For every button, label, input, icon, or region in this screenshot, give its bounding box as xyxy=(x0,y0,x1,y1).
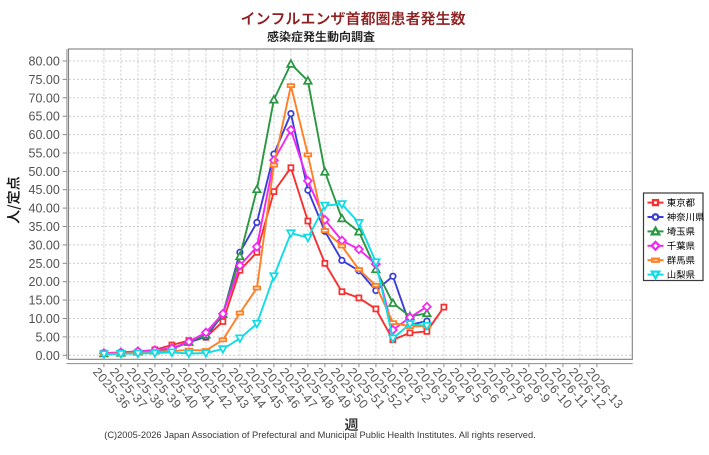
svg-text:80.00: 80.00 xyxy=(29,55,60,69)
svg-text:40.00: 40.00 xyxy=(29,202,60,216)
svg-text:25.00: 25.00 xyxy=(29,257,60,271)
svg-text:0.00: 0.00 xyxy=(35,349,59,363)
svg-text:55.00: 55.00 xyxy=(29,147,60,161)
svg-text:65.00: 65.00 xyxy=(29,110,60,124)
svg-text:70.00: 70.00 xyxy=(29,91,60,105)
svg-text:35.00: 35.00 xyxy=(29,220,60,234)
svg-text:60.00: 60.00 xyxy=(29,128,60,142)
svg-text:15.00: 15.00 xyxy=(29,294,60,308)
svg-text:(C)2005-2026 Japan Association: (C)2005-2026 Japan Association of Prefec… xyxy=(104,430,536,440)
svg-text:20.00: 20.00 xyxy=(29,275,60,289)
svg-text:5.00: 5.00 xyxy=(35,330,59,344)
svg-text:50.00: 50.00 xyxy=(29,165,60,179)
svg-text:30.00: 30.00 xyxy=(29,238,60,252)
svg-text:45.00: 45.00 xyxy=(29,183,60,197)
svg-text:10.00: 10.00 xyxy=(29,312,60,326)
svg-text:75.00: 75.00 xyxy=(29,73,60,87)
